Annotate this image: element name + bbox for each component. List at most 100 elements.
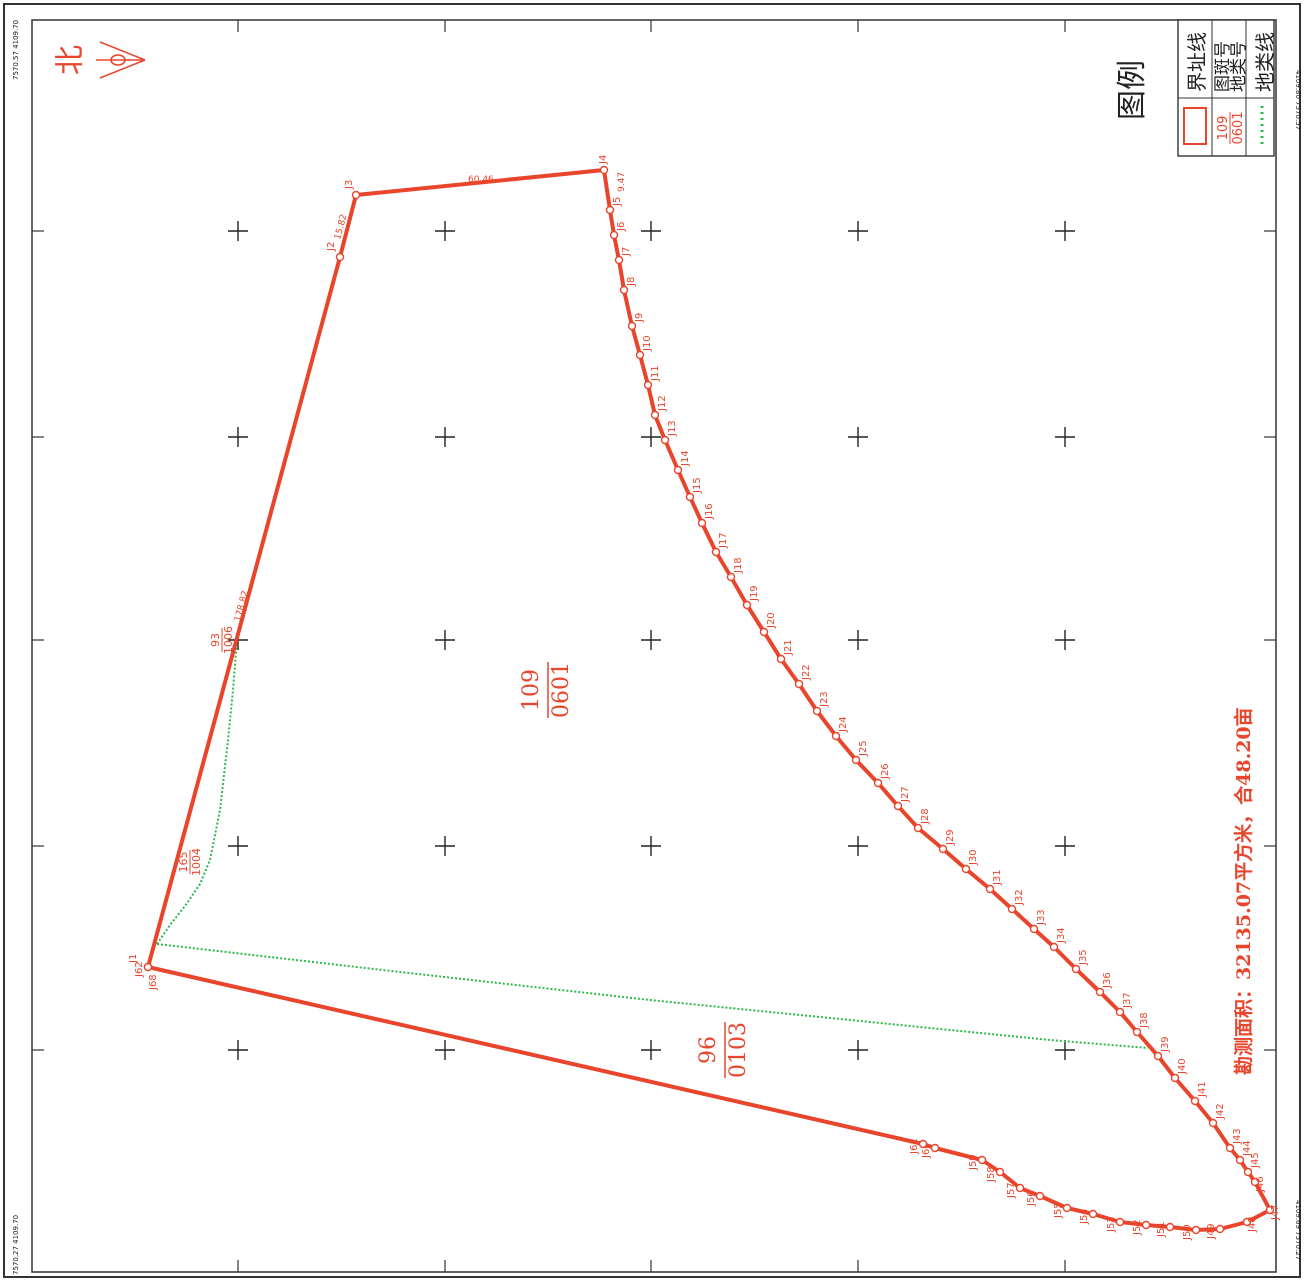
boundary-point-marker xyxy=(851,755,861,765)
boundary-point-label: J22 xyxy=(801,664,812,681)
boundary-point-label: J14 xyxy=(680,450,691,467)
boundary-point-marker xyxy=(1265,1205,1275,1215)
boundary-point-label: J45 xyxy=(1250,1152,1261,1169)
boundary-point-marker xyxy=(351,190,361,200)
boundary-point-label: J29 xyxy=(945,829,956,846)
boundary-point-marker xyxy=(614,255,624,265)
boundary-point-marker xyxy=(1007,904,1017,914)
legend-boundary-label: 界址线 xyxy=(1185,32,1209,92)
boundary-point-label: J24 xyxy=(838,716,849,733)
boundary-point-label: J35 xyxy=(1078,949,1089,966)
boundary-point-label: J16 xyxy=(704,503,715,520)
boundary-point-marker xyxy=(873,778,883,788)
boundary-point-label: J6 xyxy=(616,222,627,232)
boundary-point-label: J33 xyxy=(1036,909,1047,926)
boundary-point-label: J10 xyxy=(642,335,653,352)
boundary-point-label: J1 xyxy=(128,954,139,964)
boundary-point-marker xyxy=(1132,1027,1142,1037)
boundary-point-marker xyxy=(1153,1051,1163,1061)
boundary-point-marker xyxy=(893,801,903,811)
boundary-point-label: J15 xyxy=(692,477,703,494)
corner-label-bottom-right: 4109.69 7570.27 xyxy=(1294,1200,1302,1260)
boundary-point-marker xyxy=(831,731,841,741)
boundary-point-label: J60 xyxy=(921,1142,932,1159)
boundary-point-marker xyxy=(776,654,786,664)
boundary-point-label: J57 xyxy=(1006,1182,1017,1199)
boundary-line xyxy=(146,168,1272,1232)
boundary-point-label: J53 xyxy=(1106,1216,1117,1233)
parcel-label-west-a: 93 1006 xyxy=(209,626,235,654)
boundary-point-label: J59 xyxy=(968,1154,979,1171)
legend-boundary-icon xyxy=(1183,107,1207,145)
boundary-point-marker xyxy=(995,1167,1005,1177)
parcel-west-b-bottom: 1004 xyxy=(190,848,203,876)
boundary-point-marker xyxy=(1170,1073,1180,1083)
boundary-point-label: J21 xyxy=(783,639,794,656)
parcel-main-bottom: 0601 xyxy=(549,662,574,718)
boundary-point-label: J36 xyxy=(1102,972,1113,989)
parcel-south-bottom: 0103 xyxy=(726,1022,751,1078)
boundary-point-label: J46 xyxy=(1255,1176,1266,1193)
boundary-point-label: J37 xyxy=(1122,992,1133,1009)
boundary-point-marker xyxy=(1165,1222,1175,1232)
boundary-point-marker xyxy=(1215,1224,1225,1234)
legend-box xyxy=(1177,19,1275,157)
edge-length-j3-j4: 60.46 xyxy=(468,175,494,185)
boundary-point-marker xyxy=(1141,1220,1151,1230)
boundary-point-marker xyxy=(673,465,683,475)
boundary-point-marker xyxy=(635,350,645,360)
boundary-point-label: J54 xyxy=(1079,1208,1090,1225)
boundary-point-label: J20 xyxy=(766,612,777,629)
boundary-point-label: J27 xyxy=(900,786,911,803)
boundary-point-marker xyxy=(1115,1007,1125,1017)
boundary-point-label: J18 xyxy=(733,557,744,574)
boundary-point-marker xyxy=(627,321,637,331)
boundary-point-label: J47 xyxy=(1270,1204,1281,1221)
boundary-point-marker xyxy=(794,679,804,689)
boundary-point-marker xyxy=(605,205,615,215)
boundary-point-marker xyxy=(697,518,707,528)
boundary-point-marker xyxy=(1049,942,1059,952)
boundary-point-label: J43 xyxy=(1232,1128,1243,1145)
boundary-point-marker xyxy=(643,380,653,390)
boundary-point-marker xyxy=(143,962,153,972)
boundary-point-marker xyxy=(1208,1118,1218,1128)
boundary-point-label: J5 xyxy=(612,197,623,207)
boundary-point-label: J56 xyxy=(1026,1190,1037,1207)
boundary-point-label: J40 xyxy=(1177,1058,1188,1075)
boundary-point-marker xyxy=(1243,1167,1253,1177)
boundary-point-label: J13 xyxy=(667,420,678,437)
boundary-point-marker xyxy=(742,600,752,610)
boundary-point-marker xyxy=(1015,1183,1025,1193)
legend: 图例 界址线 109 0601 图斑号 地类号 地类线 xyxy=(1115,19,1277,157)
compass-icon xyxy=(96,41,146,79)
corner-label-bottom-left: 7570.27 4109.70 xyxy=(12,1215,20,1275)
edge-length-j4-j5: 9.47 xyxy=(617,172,627,192)
boundary-point-marker xyxy=(1115,1217,1125,1227)
boundary-point-label: J41 xyxy=(1197,1081,1208,1098)
boundary-point-marker xyxy=(726,572,736,582)
boundary-point-label: J58 xyxy=(986,1166,997,1183)
boundary-point-marker xyxy=(1242,1217,1252,1227)
legend-landtype-label: 地类线 xyxy=(1253,32,1277,92)
boundary-point-label: J12 xyxy=(657,395,668,412)
corner-label-top-right: 4109.80 7570.57 xyxy=(1294,70,1302,130)
legend-parcel-sample: 109 0601 xyxy=(1216,111,1246,144)
boundary-point-marker xyxy=(918,1139,928,1149)
boundary-point-label: J26 xyxy=(880,763,891,780)
grid-ticks xyxy=(32,20,1276,1272)
boundary-point-marker xyxy=(977,1155,987,1165)
boundary-point-marker xyxy=(711,547,721,557)
boundary-point-label: J3 xyxy=(344,180,355,190)
parcel-south-top: 96 xyxy=(696,1036,721,1064)
boundary-point-marker xyxy=(1191,1225,1201,1235)
boundary-point-label: J8 xyxy=(626,277,637,287)
boundary-point-marker xyxy=(1190,1096,1200,1106)
boundary-point-label: J48 xyxy=(1247,1216,1258,1233)
north-arrow: 北 xyxy=(53,41,146,79)
boundary-point-marker xyxy=(1235,1155,1245,1165)
boundary-point-label: J9 xyxy=(634,313,645,323)
outer-frame xyxy=(3,3,1301,1278)
